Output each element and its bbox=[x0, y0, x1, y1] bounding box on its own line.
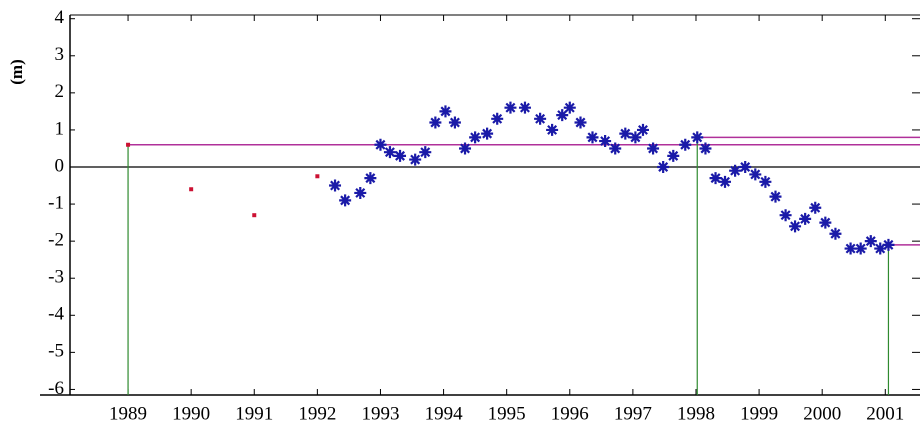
point bbox=[864, 235, 877, 248]
point bbox=[394, 149, 407, 162]
x-tick-label: 1996 bbox=[551, 403, 589, 424]
y-tick-label: -3 bbox=[48, 267, 64, 288]
y-tick-label: 0 bbox=[55, 155, 65, 176]
y-tick-label: 1 bbox=[55, 118, 65, 139]
point bbox=[469, 131, 482, 144]
y-tick-label: -2 bbox=[48, 230, 64, 251]
point bbox=[609, 142, 622, 155]
point bbox=[691, 131, 704, 144]
point bbox=[383, 146, 396, 159]
point bbox=[439, 105, 452, 118]
x-tick-label: 2001 bbox=[866, 403, 904, 424]
point bbox=[374, 138, 387, 151]
point bbox=[854, 242, 867, 255]
point bbox=[829, 227, 842, 240]
point bbox=[679, 138, 692, 151]
x-tick-label: 2000 bbox=[803, 403, 841, 424]
point bbox=[339, 194, 352, 207]
point bbox=[729, 164, 742, 177]
point bbox=[789, 220, 802, 233]
y-tick-label: 4 bbox=[55, 7, 65, 28]
point bbox=[809, 201, 822, 214]
point bbox=[699, 142, 712, 155]
x-tick-label: 1989 bbox=[109, 403, 147, 424]
point bbox=[657, 161, 670, 173]
x-tick-label: 1990 bbox=[172, 403, 210, 424]
point bbox=[709, 172, 722, 185]
point bbox=[647, 142, 660, 155]
point bbox=[769, 190, 782, 203]
point bbox=[619, 127, 632, 140]
x-tick-label: 1992 bbox=[298, 403, 336, 424]
point bbox=[315, 174, 320, 179]
point bbox=[874, 242, 887, 255]
point bbox=[739, 161, 752, 173]
point bbox=[419, 146, 432, 159]
point bbox=[556, 109, 569, 122]
y-axis-label: (m) bbox=[7, 59, 26, 84]
point bbox=[459, 142, 472, 155]
y-tick-label: -6 bbox=[48, 378, 64, 399]
point bbox=[329, 179, 342, 192]
point bbox=[409, 153, 422, 166]
point bbox=[546, 123, 559, 136]
point bbox=[719, 175, 732, 188]
point bbox=[799, 212, 812, 225]
point bbox=[563, 101, 576, 114]
x-tick-label: 1997 bbox=[614, 403, 652, 424]
x-tick-label: 1998 bbox=[677, 403, 715, 424]
x-tick-label: 1999 bbox=[740, 403, 778, 424]
point bbox=[819, 216, 832, 229]
point bbox=[749, 168, 762, 181]
point bbox=[779, 209, 792, 222]
point bbox=[759, 175, 772, 188]
point bbox=[189, 187, 194, 192]
y-tick-label: -1 bbox=[48, 192, 64, 213]
point bbox=[636, 123, 649, 136]
point bbox=[491, 112, 504, 125]
point bbox=[518, 101, 531, 114]
y-tick-label: -5 bbox=[48, 341, 64, 362]
point bbox=[629, 131, 642, 144]
x-tick-label: 1991 bbox=[235, 403, 273, 424]
point bbox=[882, 238, 895, 251]
point bbox=[586, 131, 599, 144]
y-tick-label: 2 bbox=[55, 81, 65, 102]
point bbox=[252, 213, 257, 218]
point bbox=[429, 116, 442, 129]
point bbox=[534, 112, 547, 125]
x-tick-label: 1994 bbox=[425, 403, 464, 424]
point bbox=[667, 149, 680, 162]
x-tick-label: 1995 bbox=[488, 403, 526, 424]
point bbox=[481, 127, 494, 140]
y-tick-label: 3 bbox=[55, 44, 65, 65]
point bbox=[599, 135, 612, 148]
x-tick-label: 1993 bbox=[361, 403, 399, 424]
point bbox=[364, 172, 377, 185]
point bbox=[574, 116, 587, 129]
y-tick-label: -4 bbox=[48, 304, 64, 325]
point bbox=[844, 242, 857, 255]
point bbox=[354, 186, 367, 199]
point bbox=[504, 101, 517, 114]
point bbox=[126, 142, 131, 147]
point bbox=[448, 116, 461, 129]
